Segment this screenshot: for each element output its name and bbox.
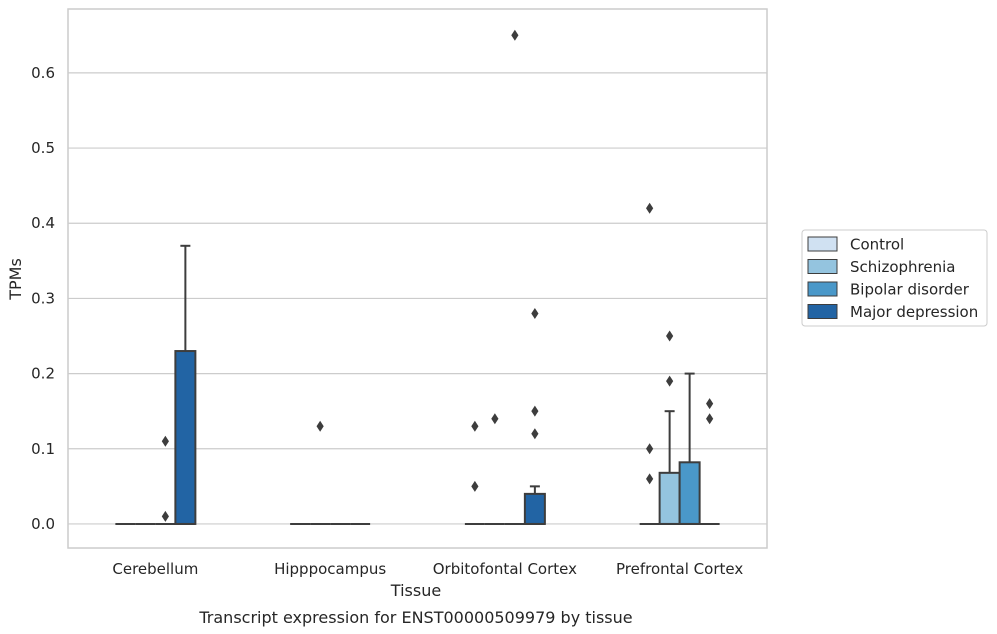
legend-label: Major depression <box>850 303 978 321</box>
outlier-point <box>646 473 654 485</box>
outlier-point <box>646 443 654 455</box>
box-group <box>174 244 197 525</box>
y-tick-label: 0.6 <box>31 64 55 82</box>
legend: Control Schizophrenia Bipolar disorder Majo… <box>801 229 988 327</box>
box-group <box>523 307 546 525</box>
box-group <box>658 330 681 525</box>
outlier-point <box>706 413 714 425</box>
outlier-point <box>531 428 539 440</box>
box-group <box>699 398 720 525</box>
outlier-point <box>471 420 479 432</box>
gridlines <box>68 72 767 525</box>
legend-label: Control <box>850 236 904 254</box>
legend-label: Schizophrenia <box>850 258 955 276</box>
y-tick-label: 0.5 <box>31 139 55 157</box>
legend-swatch <box>807 304 838 319</box>
chart-caption: Transcript expression for ENST0000050997… <box>198 608 632 627</box>
box <box>678 461 701 525</box>
x-tick-label: Cerebellum <box>112 560 198 578</box>
y-tick-label: 0.1 <box>31 440 55 458</box>
outlier-point <box>666 375 674 387</box>
box-group <box>678 372 701 525</box>
legend-frame <box>801 229 988 327</box>
y-axis-label: TPMs <box>6 258 25 301</box>
legend-swatch <box>807 259 838 274</box>
box <box>174 350 197 525</box>
outlier-point <box>161 435 169 447</box>
x-tick-labels: Cerebellum Hipppocampus Orbitofontal Corte… <box>112 560 743 578</box>
box-group <box>310 420 331 525</box>
box-group <box>484 413 505 525</box>
box-marks <box>115 29 720 525</box>
outlier-point <box>531 405 539 417</box>
legend-label: Bipolar disorder <box>850 281 970 299</box>
y-tick-label: 0.3 <box>31 289 55 307</box>
outlier-point <box>666 330 674 342</box>
legend-swatch <box>807 236 838 252</box>
box-group <box>155 435 176 525</box>
box-group <box>464 420 485 525</box>
outlier-point <box>511 29 519 41</box>
x-tick-label: Orbitofontal Cortex <box>433 560 577 578</box>
legend-swatch <box>807 281 838 297</box>
outlier-point <box>646 202 654 214</box>
outlier-point <box>316 420 324 432</box>
outlier-point <box>471 480 479 492</box>
box-group <box>504 29 525 525</box>
x-tick-label: Prefrontal Cortex <box>616 560 743 578</box>
y-tick-label: 0.0 <box>31 515 55 533</box>
box <box>658 471 681 525</box>
outlier-point <box>706 398 714 410</box>
outlier-point <box>531 307 539 319</box>
x-tick-label: Hipppocampus <box>274 560 386 578</box>
y-tick-label: 0.4 <box>31 214 55 232</box>
y-tick-label: 0.2 <box>31 365 55 383</box>
x-axis-label: Tissue <box>390 581 441 600</box>
outlier-point <box>491 413 499 425</box>
box <box>523 492 546 525</box>
y-tick-labels: 0.0 0.1 0.2 0.3 0.4 0.5 0.6 <box>31 64 55 533</box>
box-group <box>639 202 660 525</box>
plot-area-frame <box>67 8 768 549</box>
outlier-point <box>161 510 169 522</box>
